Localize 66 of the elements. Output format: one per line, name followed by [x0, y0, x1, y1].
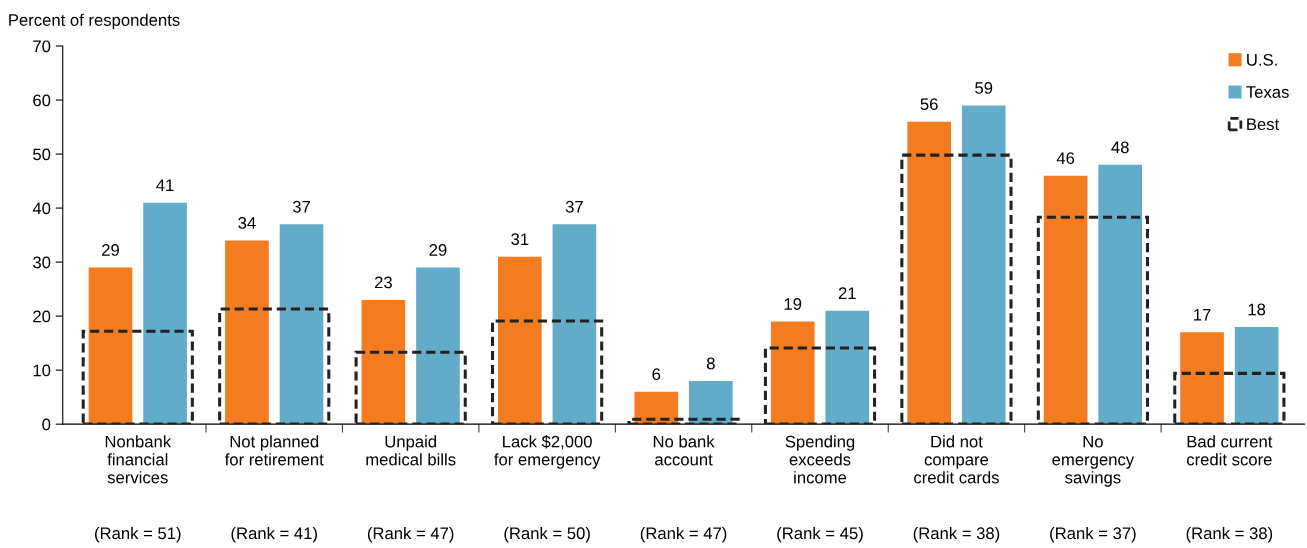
bar	[1234, 326, 1279, 425]
data-label: 31	[511, 233, 529, 246]
x-tick-label: Not planned for retirement	[224, 435, 324, 466]
y-tick-label: 30	[33, 256, 51, 269]
data-label: 46	[1056, 152, 1075, 165]
x-tick-label: Did not compare credit cards	[914, 435, 999, 484]
data-label: 29	[429, 244, 447, 256]
text: (Rank = 47)	[367, 526, 454, 543]
y-tick-label: 60	[33, 94, 51, 107]
text: (Rank = 38)	[1186, 526, 1273, 543]
bar	[279, 224, 324, 425]
data-label: 23	[374, 276, 392, 289]
bar	[907, 121, 951, 425]
data-label: 18	[1248, 303, 1266, 316]
data-label: 29	[102, 244, 119, 256]
y-tick-label: 0	[42, 418, 51, 431]
bar	[1043, 175, 1088, 425]
data-label: 21	[838, 287, 856, 299]
legend-label: U.S.	[1247, 53, 1277, 66]
bar	[770, 321, 815, 425]
bar	[1098, 164, 1143, 425]
bar	[552, 224, 597, 425]
x-tick-label: No emergency savings	[1052, 435, 1135, 487]
y-tick-label: 70	[33, 40, 51, 53]
bar	[961, 105, 1006, 425]
data-label: 34	[238, 217, 256, 229]
bar	[143, 202, 187, 425]
y-axis-title: Percent of respondents	[9, 13, 180, 30]
data-label: 37	[292, 200, 310, 213]
x-tick-label: Spending exceeds income	[785, 435, 855, 484]
data-label: 19	[784, 298, 802, 310]
x-tick-label: Bad current credit score	[1186, 435, 1273, 466]
data-label: 41	[156, 179, 174, 191]
data-label: 48	[1111, 141, 1129, 154]
text: (Rank = 37)	[1050, 526, 1136, 543]
x-tick-label: Unpaid medical bills	[366, 435, 456, 466]
bar	[225, 240, 269, 425]
x-tick-label: Nonbank financial services	[105, 435, 172, 484]
bar	[88, 267, 133, 425]
y-tick-label: 50	[33, 148, 51, 161]
bar	[416, 267, 460, 425]
text: (Rank = 47)	[640, 526, 727, 543]
text: (Rank = 38)	[913, 526, 1000, 543]
legend-label: Texas	[1246, 86, 1289, 98]
text: (Rank = 51)	[95, 526, 181, 543]
data-label: 8	[706, 357, 715, 370]
y-tick-label: 10	[33, 364, 51, 377]
x-tick-label: No bank account	[653, 435, 715, 466]
data-label: 56	[920, 98, 938, 111]
y-tick-label: 20	[33, 310, 51, 323]
bar	[689, 380, 733, 425]
bar	[634, 391, 679, 425]
data-label: 6	[652, 368, 661, 381]
bar	[361, 299, 406, 425]
x-tick-label: Lack $2,000 for emergency	[494, 435, 601, 469]
bar	[825, 310, 870, 425]
data-label: 37	[565, 200, 583, 213]
text: (Rank = 41)	[231, 526, 317, 543]
legend-label: Best	[1247, 118, 1280, 131]
bar	[1180, 332, 1224, 425]
data-label: 59	[975, 82, 993, 94]
bar	[498, 256, 542, 425]
text: (Rank = 50)	[504, 526, 590, 543]
y-tick-label: 40	[32, 202, 51, 215]
data-label: 17	[1194, 309, 1211, 321]
text: (Rank = 45)	[777, 526, 863, 543]
